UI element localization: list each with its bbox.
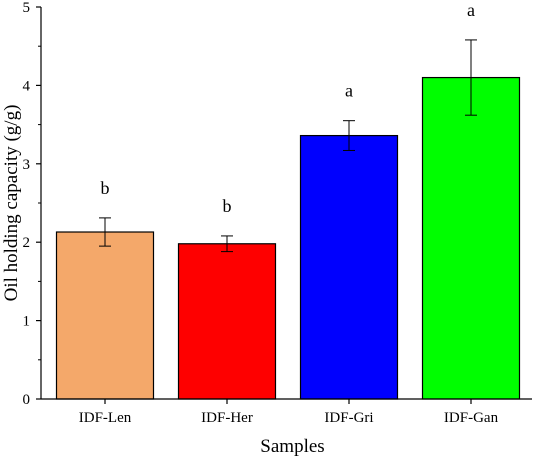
significance-label: a xyxy=(345,81,353,101)
significance-label: a xyxy=(467,0,475,20)
x-tick-label: IDF-Her xyxy=(201,410,253,426)
y-axis-title: Oil holding capacity (g/g) xyxy=(1,105,22,302)
x-tick-label: IDF-Gri xyxy=(324,410,373,426)
y-tick-label: 3 xyxy=(23,157,31,173)
chart-marks: b b a a xyxy=(55,0,521,400)
bar-idf-len xyxy=(55,231,155,400)
y-tick-label: 5 xyxy=(23,0,31,16)
x-axis-title: Samples xyxy=(260,436,324,457)
x-axis-ticks: IDF-Len IDF-Her IDF-Gri IDF-Gan xyxy=(79,399,499,426)
significance-label: b xyxy=(101,178,110,198)
y-axis-ticks: 0 1 2 3 4 5 xyxy=(23,0,41,408)
bar-idf-gri xyxy=(299,134,399,400)
y-tick-label: 1 xyxy=(23,314,31,330)
bar-idf-gan xyxy=(421,76,521,400)
bar-idf-her xyxy=(177,243,277,400)
x-tick-label: IDF-Len xyxy=(79,410,132,426)
y-tick-label: 4 xyxy=(23,78,31,94)
x-tick-label: IDF-Gan xyxy=(444,410,499,426)
significance-label: b xyxy=(223,196,232,216)
y-tick-label: 0 xyxy=(23,392,31,408)
y-tick-label: 2 xyxy=(23,235,31,251)
